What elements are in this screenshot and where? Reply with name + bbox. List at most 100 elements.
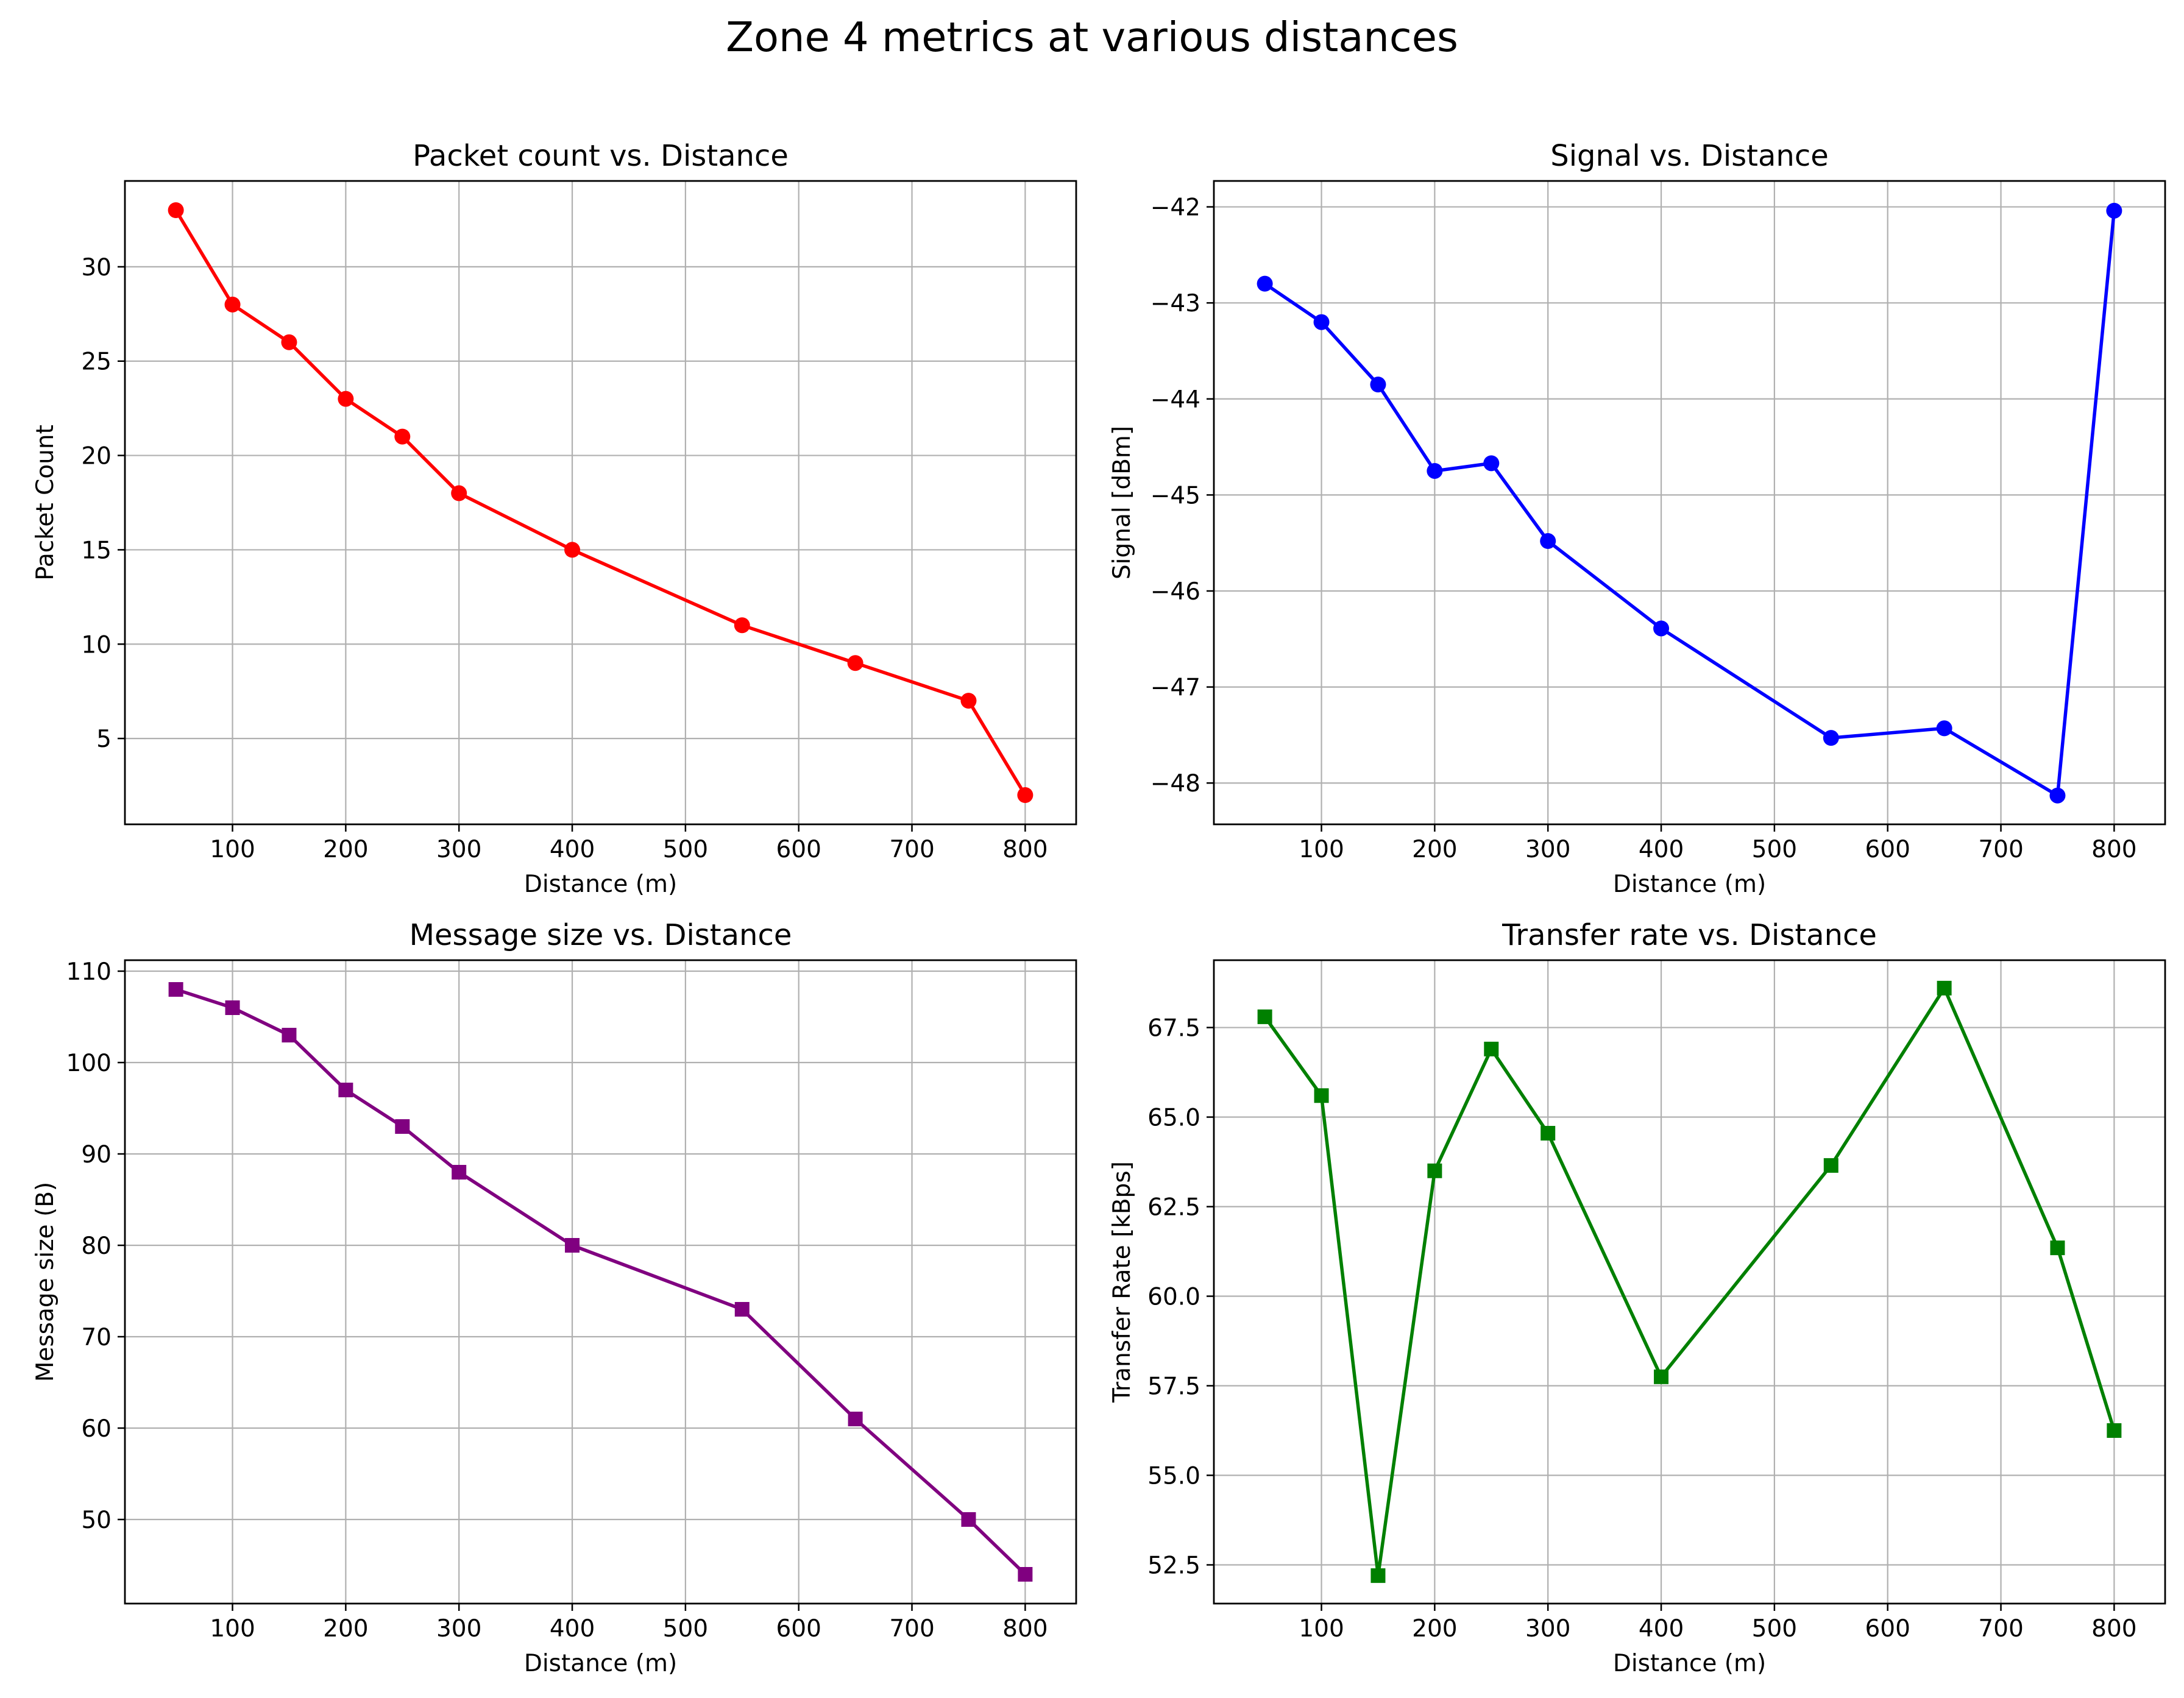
data-point [847, 655, 863, 671]
data-point [2107, 1423, 2122, 1438]
x-tick-label: 300 [436, 1615, 481, 1643]
y-tick-label: 62.5 [1147, 1194, 1200, 1222]
y-tick-label: 25 [81, 348, 112, 376]
y-tick-label: 90 [81, 1141, 112, 1169]
axes-frame [1213, 180, 2166, 826]
y-tick-label: 67.5 [1147, 1015, 1200, 1042]
y-tick-label: −42 [1150, 194, 1200, 222]
y-tick-label: 30 [81, 254, 112, 281]
data-point [1484, 1041, 1499, 1056]
subplot-title: Packet count vs. Distance [413, 139, 789, 173]
data-point [452, 1165, 467, 1180]
data-point [2049, 787, 2066, 804]
subplot-title: Signal vs. Distance [1550, 139, 1829, 173]
series-line [175, 988, 1027, 1576]
data-point [282, 1028, 297, 1042]
y-axis-label: Signal [dBm] [1108, 426, 1136, 579]
y-tick-label: −48 [1150, 770, 1200, 798]
data-point [1370, 377, 1386, 393]
data-point [281, 334, 297, 350]
series-line [174, 209, 1027, 796]
y-tick-label: 110 [66, 958, 112, 986]
data-point [2050, 1240, 2065, 1256]
x-tick-label: 100 [1299, 1615, 1344, 1643]
data-point [1017, 787, 1034, 803]
data-point [1483, 455, 1500, 472]
x-tick-label: 200 [323, 836, 368, 863]
data-point [1314, 1088, 1329, 1103]
x-tick-label: 800 [2091, 836, 2136, 863]
x-tick-label: 200 [1412, 836, 1457, 863]
y-tick-label: 65.0 [1147, 1105, 1200, 1132]
data-point [1018, 1567, 1033, 1582]
y-tick-label: 15 [81, 537, 112, 564]
x-tick-label: 100 [210, 1615, 255, 1643]
x-tick-label: 500 [1752, 1615, 1797, 1643]
x-tick-label: 500 [663, 836, 708, 863]
data-point [1540, 1125, 1556, 1141]
data-point [2106, 202, 2122, 219]
data-point [848, 1412, 863, 1426]
y-tick-label: 55.0 [1147, 1463, 1200, 1490]
data-point [1936, 720, 1952, 737]
x-axis-label: Distance (m) [1613, 1650, 1766, 1677]
x-tick-label: 500 [1752, 836, 1797, 863]
data-point [734, 1302, 750, 1317]
axes-frame [124, 959, 1077, 1605]
x-tick-label: 200 [323, 1615, 368, 1643]
data-point [394, 428, 411, 445]
subplot-4: 100 200 300 400 500 600 700 800 52.5 55.0 57.5 60.0… [1108, 918, 2166, 1677]
data-point [1937, 980, 1952, 996]
y-tick-label: 50 [81, 1507, 112, 1534]
y-axis-label: Message size (B) [32, 1182, 59, 1382]
x-tick-label: 400 [1639, 1615, 1684, 1643]
x-tick-label: 600 [776, 836, 821, 863]
x-tick-label: 400 [550, 836, 595, 863]
series-line [1263, 986, 2116, 1577]
data-point [564, 542, 581, 558]
data-point [224, 296, 241, 313]
y-tick-label: −43 [1150, 290, 1200, 317]
data-point [960, 693, 977, 709]
y-tick-label: 60 [81, 1415, 112, 1443]
y-tick-label: 52.5 [1147, 1552, 1200, 1579]
subplot-title: Transfer rate vs. Distance [1502, 918, 1877, 952]
data-point [1654, 1369, 1669, 1384]
data-point [168, 202, 184, 218]
data-point [1540, 533, 1556, 550]
subplot-3: 100 200 300 400 500 600 700 800 50 60 70 80 90 100 110… [32, 918, 1077, 1677]
axes-frame [124, 180, 1077, 826]
x-axis-label: Distance (m) [524, 1650, 677, 1677]
data-point [565, 1238, 580, 1253]
y-tick-label: 80 [81, 1233, 112, 1260]
x-tick-label: 700 [889, 836, 934, 863]
x-tick-label: 300 [1525, 836, 1570, 863]
series-line [1264, 210, 2116, 798]
y-axis-label: Packet Count [32, 425, 59, 581]
y-tick-label: 5 [96, 726, 112, 753]
data-point [1313, 314, 1330, 330]
x-tick-label: 400 [550, 1615, 595, 1643]
x-tick-label: 800 [1002, 836, 1048, 863]
x-tick-label: 500 [663, 1615, 708, 1643]
data-point [338, 1083, 353, 1097]
x-tick-label: 100 [210, 836, 255, 863]
subplot-2: 100 200 300 400 500 600 700 800 −48 −47 −46 −45 −44 −… [1108, 139, 2166, 898]
data-point [1257, 1009, 1272, 1024]
x-tick-label: 600 [1865, 1615, 1910, 1643]
y-tick-label: 60.0 [1147, 1284, 1200, 1311]
data-point [1823, 730, 1839, 746]
y-tick-label: −47 [1150, 674, 1200, 702]
y-tick-label: 10 [81, 631, 112, 659]
x-tick-label: 700 [1978, 1615, 2023, 1643]
subplot-1: 100 200 300 400 500 600 700 800 5 10 15 20 25 30 Packe… [32, 139, 1077, 898]
data-point [395, 1119, 410, 1134]
figure-title: Zone 4 metrics at various distances [726, 13, 1458, 61]
y-tick-label: −45 [1150, 482, 1200, 509]
data-point [1653, 620, 1670, 637]
x-tick-label: 300 [436, 836, 481, 863]
x-tick-label: 800 [2091, 1615, 2136, 1643]
x-tick-label: 800 [1002, 1615, 1048, 1643]
x-tick-label: 300 [1525, 1615, 1570, 1643]
